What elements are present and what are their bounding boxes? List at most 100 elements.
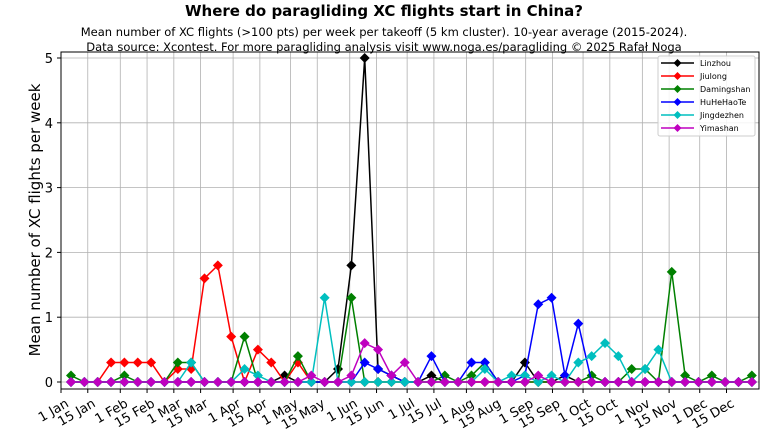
data-point-marker: [266, 357, 277, 368]
chart-subtitle-line1: Mean number of XC flights (>100 pts) per…: [80, 25, 688, 39]
data-point-marker: [640, 377, 651, 387]
data-point-marker: [573, 357, 584, 368]
data-point-marker: [226, 377, 237, 387]
data-point-marker: [613, 351, 624, 362]
data-point-marker: [506, 377, 517, 387]
data-point-marker: [573, 318, 584, 329]
data-point-marker: [706, 370, 717, 381]
data-point-marker: [399, 357, 410, 368]
data-point-marker: [626, 364, 637, 375]
legend-marker-icon: [673, 72, 682, 80]
data-point-marker: [640, 364, 651, 375]
legend-label: HuHeHaoTe: [700, 98, 746, 107]
data-point-marker: [359, 377, 370, 387]
data-point-marker: [119, 377, 130, 387]
data-point-marker: [479, 357, 490, 368]
data-point-marker: [333, 377, 343, 387]
data-point-marker: [720, 377, 731, 387]
y-axis-label: Mean number of XC flights per week: [26, 83, 44, 356]
data-point-marker: [533, 370, 544, 381]
data-point-marker: [426, 377, 437, 387]
data-point-marker: [146, 377, 157, 387]
data-point-marker: [413, 377, 424, 387]
legend: Linzhou Jiulong Damingshan HuHeHaoTe Jingdez…: [657, 55, 756, 137]
data-point-marker: [212, 260, 223, 271]
data-point-marker: [680, 377, 691, 387]
data-point-marker: [746, 370, 757, 381]
data-point-marker: [373, 364, 384, 375]
data-point-marker: [186, 377, 197, 387]
data-point-marker: [172, 357, 183, 368]
data-point-marker: [706, 377, 717, 387]
y-axis: 0 1 2 3 4 5: [45, 52, 61, 391]
data-point-marker: [359, 53, 370, 63]
plot-frame: [60, 51, 760, 390]
data-point-marker: [426, 370, 437, 381]
chart-subtitle-line2: Data source: Xcontest. For more paraglid…: [86, 40, 682, 54]
data-point-marker: [346, 292, 357, 303]
data-point-marker: [132, 377, 143, 387]
data-point-marker: [479, 364, 490, 375]
legend-marker-icon: [673, 124, 682, 132]
data-point-marker: [666, 266, 677, 277]
grid: [60, 52, 759, 389]
data-point-marker: [506, 370, 517, 381]
data-point-marker: [239, 377, 250, 387]
data-point-marker: [226, 331, 237, 342]
data-point-marker: [586, 351, 597, 362]
data-point-marker: [199, 273, 210, 284]
data-point-marker: [279, 377, 290, 387]
data-point-marker: [252, 370, 263, 381]
data-point-marker: [319, 377, 330, 387]
data-point-marker: [653, 377, 664, 387]
data-point-marker: [559, 377, 570, 387]
data-point-marker: [346, 370, 357, 381]
data-point-marker: [146, 357, 157, 368]
data-point-marker: [373, 344, 384, 355]
data-point-marker: [600, 338, 610, 349]
data-point-marker: [680, 370, 691, 381]
data-point-marker: [733, 377, 744, 387]
data-point-marker: [399, 377, 410, 387]
data-point-marker: [586, 377, 597, 387]
legend-label: Linzhou: [700, 59, 731, 68]
data-point-marker: [239, 331, 250, 342]
data-point-marker: [186, 357, 197, 368]
data-point-marker: [119, 357, 130, 368]
legend-label: Damingshan: [700, 85, 750, 94]
data-point-marker: [426, 351, 437, 362]
legend-marker-icon: [673, 98, 682, 106]
data-point-marker: [292, 377, 303, 387]
legend-marker-icon: [673, 111, 682, 119]
data-point-marker: [306, 370, 317, 381]
data-point-marker: [493, 377, 504, 387]
data-point-marker: [359, 338, 370, 349]
data-point-marker: [252, 344, 263, 355]
data-point-marker: [79, 377, 90, 387]
y-tick-label: 2: [45, 246, 53, 261]
y-tick-label: 4: [45, 117, 53, 132]
data-point-marker: [319, 292, 330, 303]
data-point-marker: [453, 377, 464, 387]
data-point-marker: [386, 377, 397, 387]
data-point-marker: [373, 377, 384, 387]
data-point-marker: [600, 377, 610, 387]
data-point-marker: [132, 357, 143, 368]
data-point-marker: [613, 377, 624, 387]
legend-label: Jiulong: [699, 72, 727, 81]
data-point-marker: [359, 357, 370, 368]
y-tick-label: 1: [45, 311, 53, 326]
data-point-marker: [172, 377, 183, 387]
data-point-marker: [119, 370, 130, 381]
data-point-marker: [519, 370, 530, 381]
series-yimashan: [66, 338, 757, 387]
data-point-marker: [212, 377, 223, 387]
y-tick-label: 5: [45, 52, 53, 67]
data-point-marker: [519, 377, 530, 387]
data-point-marker: [106, 377, 117, 387]
data-point-marker: [66, 370, 76, 381]
data-point-marker: [106, 357, 117, 368]
data-point-marker: [266, 377, 277, 387]
